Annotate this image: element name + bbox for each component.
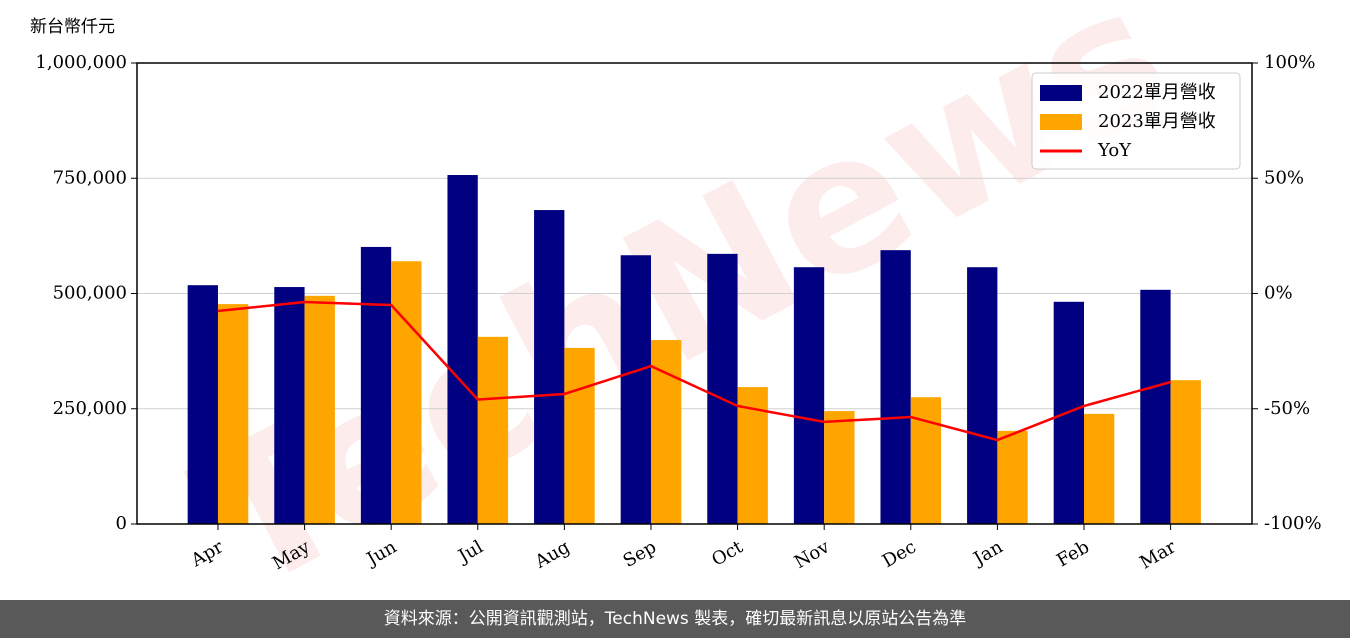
y-tick-label: 0 xyxy=(116,513,127,534)
bar xyxy=(793,267,825,524)
bar xyxy=(997,430,1028,524)
legend-label: 2023單月營收 xyxy=(1098,111,1216,132)
bar xyxy=(477,336,509,524)
y2-tick-label: -50% xyxy=(1264,398,1310,419)
y-tick-label: 250,000 xyxy=(53,398,127,419)
x-tick-label: Nov xyxy=(791,536,834,573)
bar xyxy=(967,267,998,524)
bar xyxy=(217,304,249,524)
x-tick-label: Aug xyxy=(531,536,574,573)
bar xyxy=(274,287,305,524)
plot-frame xyxy=(136,62,1253,525)
bar xyxy=(360,246,392,524)
y2-tick-label: -100% xyxy=(1264,513,1322,534)
bar xyxy=(620,255,651,524)
x-tick-label: Oct xyxy=(708,536,747,571)
legend-box xyxy=(1031,72,1241,170)
chart: 新台幣仟元 TechNews 0250,000500,000750,0001,0… xyxy=(30,0,1322,634)
x-tick-label: Jan xyxy=(969,536,1007,570)
legend-label: YoY xyxy=(1097,140,1132,161)
x-tick-label: Jul xyxy=(453,536,487,568)
y2-tick-label: 0% xyxy=(1264,283,1293,304)
y-tick-label: 750,000 xyxy=(53,167,127,188)
bar xyxy=(910,397,942,524)
y2-tick-label: 50% xyxy=(1264,167,1304,188)
bar xyxy=(707,253,738,524)
legend-swatch xyxy=(1040,85,1082,101)
bar xyxy=(534,210,565,524)
bar xyxy=(304,295,335,524)
bar xyxy=(824,411,855,524)
y-tick-label: 1,000,000 xyxy=(35,52,127,73)
legend-label: 2022單月營收 xyxy=(1098,82,1216,103)
bar xyxy=(1140,289,1171,524)
y-tick-label: 500,000 xyxy=(53,283,127,304)
bar xyxy=(650,340,682,524)
x-tick-label: Sep xyxy=(620,536,660,571)
x-tick-label: Dec xyxy=(879,536,920,572)
x-tick-label: Mar xyxy=(1136,536,1180,573)
x-tick-label: Feb xyxy=(1053,536,1093,571)
bar xyxy=(187,285,218,524)
bar xyxy=(1170,380,1201,524)
y-axis-label: 新台幣仟元 xyxy=(30,17,115,37)
bar xyxy=(564,347,595,524)
footer: 資料來源：公開資訊觀測站，TechNews 製表，確切最新訊息以原站公告為準 xyxy=(0,600,1350,638)
bar xyxy=(391,261,422,524)
line xyxy=(217,300,1171,442)
bar xyxy=(880,250,911,524)
bar xyxy=(447,175,478,524)
bar xyxy=(1083,413,1115,524)
legend-swatch xyxy=(1040,114,1082,130)
y2-tick-label: 100% xyxy=(1264,52,1315,73)
